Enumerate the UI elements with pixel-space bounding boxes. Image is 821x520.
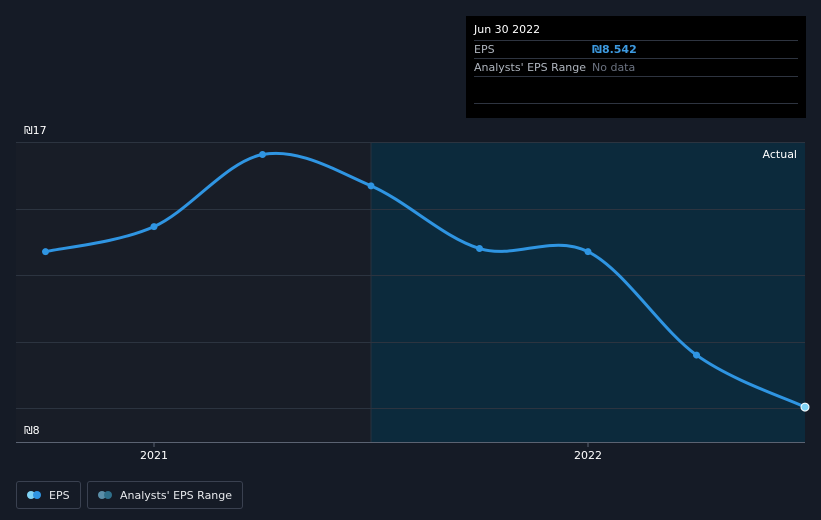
- actual-region-label: Actual: [763, 148, 797, 161]
- eps-point-5: [584, 248, 592, 256]
- actual-region: [371, 142, 805, 442]
- eps-legend-icon: [27, 491, 43, 499]
- tooltip-eps-label: EPS: [474, 43, 495, 56]
- eps-point-4: [476, 245, 484, 253]
- legend-eps-label: EPS: [49, 488, 70, 502]
- x-tick-label-2022: 2022: [574, 449, 602, 462]
- tooltip-range-row: Analysts' EPS Range No data: [474, 58, 798, 76]
- tooltip-range-value: No data: [592, 61, 636, 74]
- eps-line: [44, 151, 807, 409]
- eps-point-0: [42, 248, 50, 256]
- tooltip-date: Jun 30 2022: [474, 23, 541, 36]
- legend-analysts-range[interactable]: Analysts' EPS Range: [87, 481, 244, 509]
- x-tick-label-2021: 2021: [140, 449, 168, 462]
- tooltip: Jun 30 2022 EPS ₪8.542 Analysts' EPS Ran…: [466, 16, 806, 118]
- y-axis-bottom-label: ₪8: [24, 424, 40, 437]
- tooltip-divider: [474, 76, 798, 103]
- eps-point-6: [693, 351, 701, 359]
- tooltip-divider-bottom: [474, 103, 798, 104]
- tooltip-eps-value: ₪8.542: [592, 43, 637, 56]
- eps-point-3: [367, 182, 375, 190]
- legend-eps[interactable]: EPS: [16, 481, 81, 509]
- tooltip-eps-row: EPS ₪8.542: [474, 40, 798, 58]
- range-legend-icon: [98, 491, 114, 499]
- tooltip-range-label: Analysts' EPS Range: [474, 61, 587, 74]
- past-region: [16, 142, 372, 442]
- eps-point-1: [150, 223, 158, 231]
- eps-point-2: [259, 151, 267, 159]
- y-axis-top-label: ₪17: [24, 124, 47, 137]
- eps-point-7: [800, 402, 810, 412]
- legend-range-label: Analysts' EPS Range: [120, 488, 233, 502]
